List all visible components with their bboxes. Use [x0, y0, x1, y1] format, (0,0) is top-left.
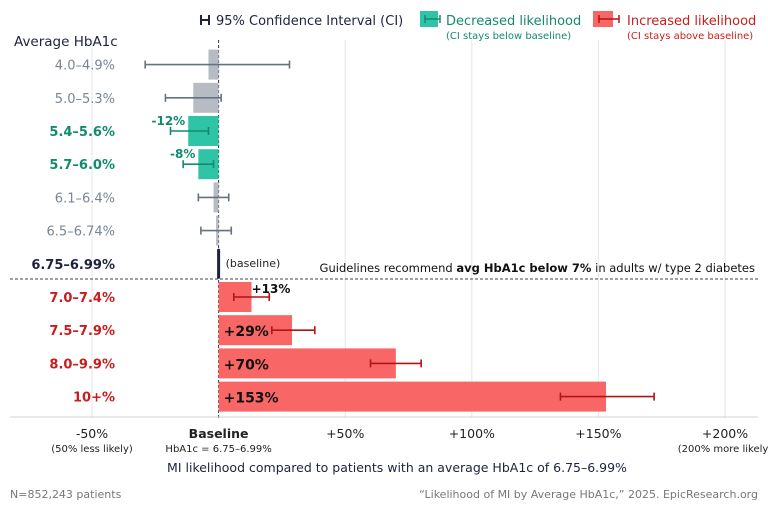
guideline-text: Guidelines recommend avg HbA1c below 7% …	[320, 261, 755, 275]
legend: 95% Confidence Interval (CI) Decreased l…	[200, 11, 756, 42]
value-label-baseline: (baseline)	[226, 257, 281, 270]
row-label-7.5–7.9%: 7.5–7.9%	[49, 324, 115, 339]
row-label-6.75–6.99%: 6.75–6.99%	[31, 258, 115, 273]
bars-layer	[144, 49, 655, 412]
legend-ci-label: 95% Confidence Interval (CI)	[216, 14, 403, 29]
x-tick-label-+150%: +150%	[575, 426, 621, 441]
value-label-7.0–7.4%: +13%	[252, 282, 291, 296]
row-label-6.5–6.74%: 6.5–6.74%	[47, 225, 115, 240]
row-label-7.0–7.4%: 7.0–7.4%	[49, 291, 115, 306]
legend-increased-swatch	[593, 11, 620, 27]
y-axis-title: Average HbA1c	[14, 34, 118, 50]
vertical-gridlines	[91, 40, 726, 418]
x-tick-label-+200%: +200%	[702, 426, 748, 441]
x-tick-label-+100%: +100%	[449, 426, 495, 441]
footer-source: “Likelihood of MI by Average HbA1c,” 202…	[419, 488, 758, 501]
row-label-6.1–6.4%: 6.1–6.4%	[55, 191, 115, 206]
x-axis: -50% (50% less likely) Baseline HbA1c = 6.7…	[10, 416, 768, 455]
value-label-7.5–7.9%: +29%	[224, 324, 269, 340]
x-tick-sublabel-Baseline: HbA1c = 6.75–6.99%	[165, 444, 271, 455]
value-label-5.4–5.6%: -12%	[152, 114, 186, 128]
value-label-5.7–6.0%: -8%	[170, 147, 195, 161]
legend-decreased-label: Decreased likelihood	[446, 14, 581, 29]
row-label-4.0–4.9%: 4.0–4.9%	[55, 59, 115, 74]
x-tick-label-+50%: +50%	[326, 426, 364, 441]
value-label-10+%: +153%	[224, 391, 279, 407]
row-label-5.7–6.0%: 5.7–6.0%	[49, 158, 115, 173]
x-tick-label--50%: -50%	[76, 426, 108, 441]
legend-increased-label: Increased likelihood	[627, 14, 756, 29]
row-labels-layer: 4.0–4.9% 5.0–5.3% 5.4–5.6% -12% 5.7–6.0% -8% 6…	[31, 59, 290, 407]
row-label-5.0–5.3%: 5.0–5.3%	[55, 92, 115, 107]
value-label-8.0–9.9%: +70%	[224, 357, 269, 373]
bar-10+%	[218, 381, 606, 412]
x-tick-sublabel-+200%: (200% more likely)	[678, 444, 768, 455]
x-tick-label-Baseline: Baseline	[189, 426, 249, 441]
row-label-8.0–9.9%: 8.0–9.9%	[49, 357, 115, 372]
legend-increased-sublabel: (CI stays above baseline)	[627, 31, 753, 42]
x-tick-sublabel--50%: (50% less likely)	[51, 444, 133, 455]
footer-patient-count: N=852,243 patients	[10, 488, 122, 501]
legend-decreased-sublabel: (CI stays below baseline)	[446, 31, 571, 42]
bar-8.0–9.9%	[218, 348, 396, 379]
legend-decreased-swatch	[420, 11, 441, 27]
legend-ci-icon	[200, 15, 210, 25]
x-axis-title: MI likelihood compared to patients with …	[167, 460, 627, 475]
row-label-10+%: 10+%	[73, 391, 115, 406]
row-label-5.4–5.6%: 5.4–5.6%	[49, 125, 115, 140]
bar-6.75–6.99%	[217, 248, 221, 279]
